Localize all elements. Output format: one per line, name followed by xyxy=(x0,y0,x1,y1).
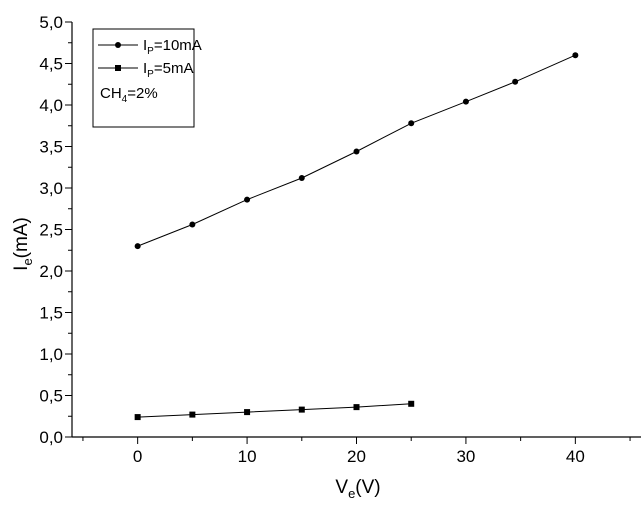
y-tick-label-1: 0,5 xyxy=(39,387,63,406)
legend-entry-series-2: IP=5mA xyxy=(143,60,193,80)
y-tick-label-0: 0,0 xyxy=(39,428,63,447)
y-tick-label-7: 3,5 xyxy=(39,138,63,157)
y-tick-label-6: 3,0 xyxy=(39,179,63,198)
series-2-point-0 xyxy=(134,414,141,421)
series-layer xyxy=(134,52,579,421)
y-axis-label-sub: e xyxy=(20,258,35,265)
series-1-point-3 xyxy=(298,175,305,182)
legend-marker-series-1 xyxy=(115,42,121,48)
x-tick-label-1: 10 xyxy=(238,447,257,466)
series-2-line xyxy=(137,403,412,418)
x-tick-label-2: 20 xyxy=(347,447,366,466)
legend-marker-series-2 xyxy=(115,65,121,71)
y-tick-label-10: 5,0 xyxy=(39,13,63,32)
series-1-point-1 xyxy=(189,221,196,228)
series-1-point-7 xyxy=(512,78,519,85)
x-tick-label-0: 0 xyxy=(133,447,142,466)
series-2-point-3 xyxy=(298,406,305,413)
series-1-point-2 xyxy=(244,196,251,203)
series-1-point-6 xyxy=(462,98,469,105)
x-tick-label-4: 40 xyxy=(566,447,585,466)
y-tick-label-4: 2,0 xyxy=(39,262,63,281)
legend-note: CH4=2% xyxy=(100,85,158,105)
y-axis-label: Ie(mA) xyxy=(11,217,35,271)
x-tick-label-3: 30 xyxy=(456,447,475,466)
series-1-point-4 xyxy=(353,148,360,155)
legend: IP=10mA IP=5mA CH4=2% xyxy=(92,28,202,128)
axes-layer: 0,0 0,5 1,0 1,5 2,0 2,5 3,0 3,5 4,0 4,5 5,0 0 10 20 30… xyxy=(39,13,641,466)
legend-entry-series-1: IP=10mA xyxy=(143,37,202,57)
x-axis-label: Ve(V) xyxy=(335,477,380,501)
y-axis-label-main: I xyxy=(11,266,32,271)
y-tick-label-8: 4,0 xyxy=(39,96,63,115)
y-tick-label-5: 2,5 xyxy=(39,221,63,240)
series-2-point-4 xyxy=(353,404,360,411)
series-1-point-8 xyxy=(572,52,579,59)
y-tick-label-2: 1,0 xyxy=(39,345,63,364)
series-2-point-5 xyxy=(408,400,415,407)
y-tick-label-9: 4,5 xyxy=(39,55,63,74)
x-axis-label-sub: e xyxy=(348,486,355,501)
series-1-point-0 xyxy=(134,243,141,250)
series-2-point-1 xyxy=(189,411,196,418)
y-tick-label-3: 1,5 xyxy=(39,304,63,323)
y-axis-label-unit: (mA) xyxy=(11,217,32,258)
x-axis-label-unit: (V) xyxy=(355,477,380,498)
series-1-point-5 xyxy=(408,120,415,127)
x-axis-label-main: V xyxy=(335,477,348,498)
series-2-point-2 xyxy=(244,409,251,416)
